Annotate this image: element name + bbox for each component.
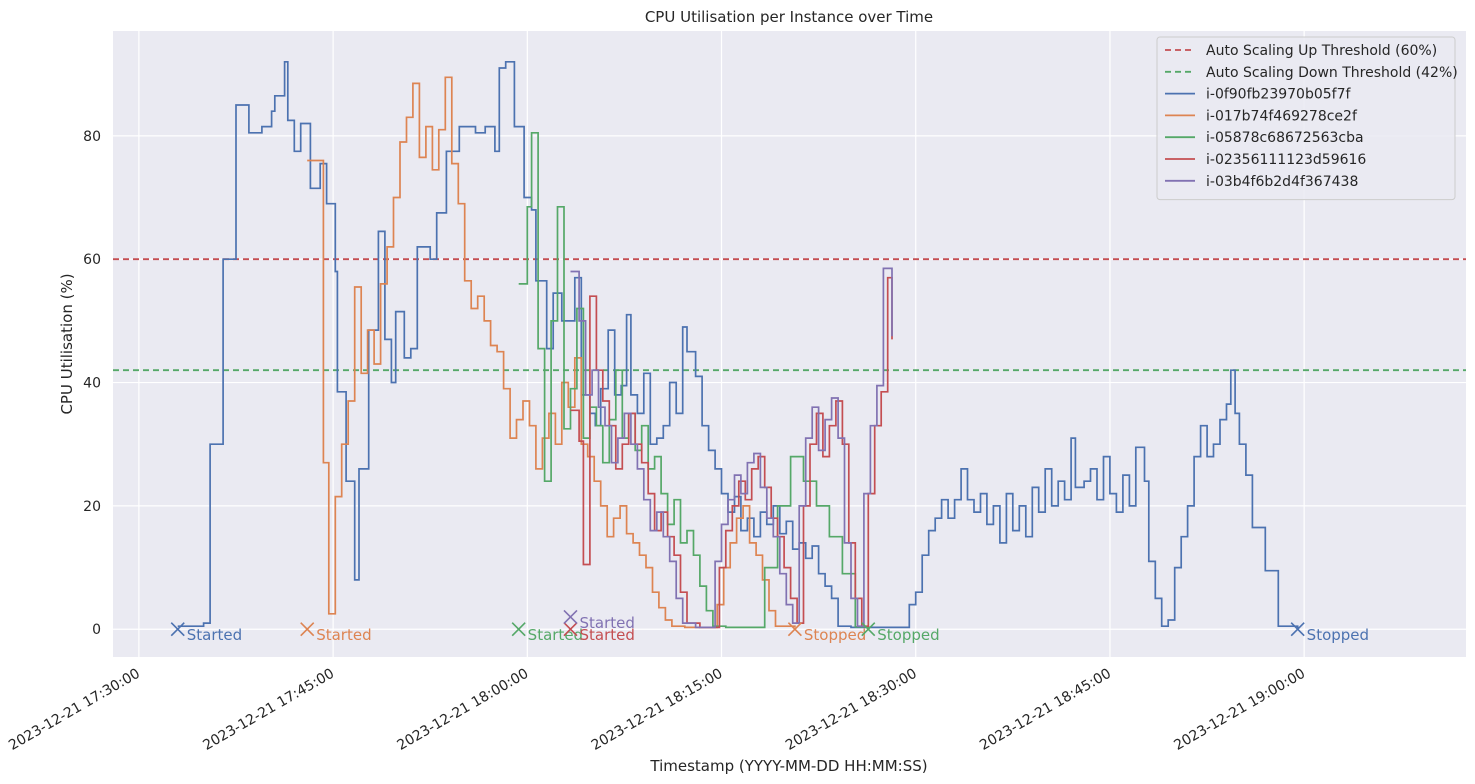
series-lines bbox=[177, 60, 1299, 629]
annotation-marker-icon bbox=[170, 622, 185, 637]
annotation-label: Stopped bbox=[877, 626, 939, 644]
x-tick-label: 2023-12-21 17:45:00 bbox=[200, 666, 337, 754]
annotation-label: Started bbox=[579, 626, 634, 644]
legend-box bbox=[1156, 36, 1456, 201]
legend-label: i-017b74f469278ce2f bbox=[1206, 108, 1358, 124]
legend-label: i-03b4f6b2d4f367438 bbox=[1206, 174, 1358, 190]
legend-label: i-02356111123d59616 bbox=[1206, 152, 1366, 168]
y-tick-label: 20 bbox=[83, 499, 101, 515]
annotation-marker-icon bbox=[511, 622, 526, 637]
annotation-markers: Started Started StartedStartedStartedStopp… bbox=[170, 609, 1369, 644]
threshold-lines bbox=[113, 258, 1466, 372]
series-line bbox=[570, 267, 893, 629]
series-line bbox=[518, 131, 870, 629]
annotation-marker-icon bbox=[861, 622, 876, 637]
y-tick-label: 80 bbox=[83, 129, 101, 145]
y-tick-label: 60 bbox=[83, 252, 101, 268]
annotation-label: Stopped bbox=[1307, 626, 1369, 644]
x-tick-label: 2023-12-21 18:30:00 bbox=[783, 666, 920, 754]
x-tick-label: 2023-12-21 18:00:00 bbox=[395, 666, 532, 754]
annotation-label: Started bbox=[528, 626, 583, 644]
chart-title: CPU Utilisation per Instance over Time bbox=[645, 8, 933, 26]
x-axis-title: Timestamp (YYYY-MM-DD HH:MM:SS) bbox=[649, 757, 927, 775]
annotation-marker-icon bbox=[563, 609, 578, 624]
y-tick-label: 0 bbox=[92, 622, 101, 638]
legend-label: i-0f90fb23970b05f7f bbox=[1206, 87, 1351, 103]
y-tick-label: 40 bbox=[83, 376, 101, 392]
annotation-label: Started bbox=[579, 614, 634, 632]
y-axis-ticks: 0 20 40 60 80 bbox=[83, 129, 101, 638]
legend-label: Auto Scaling Down Threshold (42%) bbox=[1206, 65, 1458, 81]
series-line bbox=[177, 60, 1299, 629]
x-tick-label: 2023-12-21 18:45:00 bbox=[977, 666, 1114, 754]
x-axis-ticks: 2023-12-21 17:30:00 2023-12-21 17:45:00 20… bbox=[6, 666, 1308, 754]
annotation-label: Started bbox=[187, 626, 242, 644]
legend-label: Auto Scaling Up Threshold (60%) bbox=[1206, 43, 1437, 59]
annotation-marker-icon bbox=[787, 622, 802, 637]
x-tick-label: 2023-12-21 19:00:00 bbox=[1171, 666, 1308, 754]
y-axis-title: CPU Utilisation (%) bbox=[58, 273, 76, 414]
x-tick-label: 2023-12-21 18:15:00 bbox=[589, 666, 726, 754]
chart-legend: Auto Scaling Up Threshold (60%) Auto Scal… bbox=[1156, 36, 1458, 201]
legend-label: i-05878c68672563cba bbox=[1206, 130, 1364, 146]
annotation-label: Stopped bbox=[804, 626, 866, 644]
annotation-label: Started bbox=[316, 626, 371, 644]
annotation-marker-icon bbox=[300, 622, 315, 637]
annotation-marker-icon bbox=[563, 622, 578, 637]
annotation-marker-icon bbox=[1290, 622, 1305, 637]
x-tick-label: 2023-12-21 17:30:00 bbox=[6, 666, 143, 754]
